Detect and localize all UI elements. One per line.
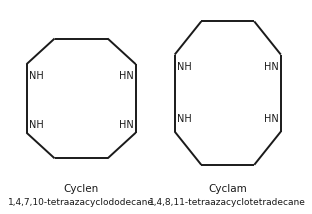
Text: 1,4,7,10-tetraazacyclododecane: 1,4,7,10-tetraazacyclododecane (8, 198, 154, 207)
Text: HN: HN (119, 120, 134, 130)
Text: NH: NH (29, 120, 43, 130)
Text: Cyclen: Cyclen (64, 184, 99, 194)
Text: HN: HN (119, 71, 134, 81)
Text: NH: NH (29, 71, 43, 81)
Text: HN: HN (264, 62, 279, 72)
Text: NH: NH (177, 114, 192, 124)
Text: Cyclam: Cyclam (208, 184, 247, 194)
Text: NH: NH (177, 62, 192, 72)
Text: 1,4,8,11-tetraazacyclotetradecane: 1,4,8,11-tetraazacyclotetradecane (149, 198, 306, 207)
Text: HN: HN (264, 114, 279, 124)
